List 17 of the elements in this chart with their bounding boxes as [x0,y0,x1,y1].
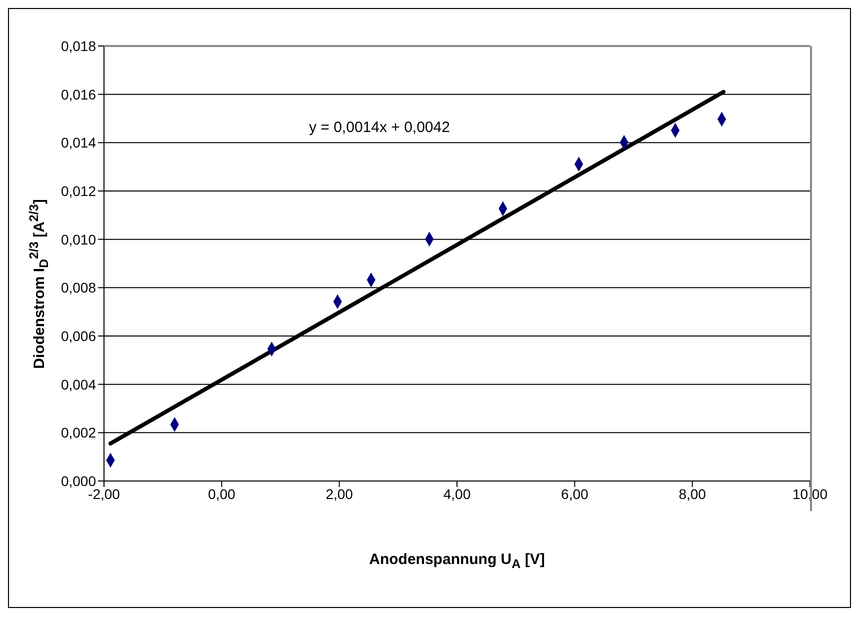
y-tick-label: 0,016 [60,86,96,102]
x-tick-label: 10,00 [792,486,828,502]
y-tick-label: 0,010 [60,231,96,248]
y-tick-label: 0,012 [60,182,96,199]
annotation: y = 0,0014x + 0,0042 [309,119,450,136]
x-axis-title: Anodenspannung U$_{A}$ [V] [368,551,546,571]
y-tick-label: 0,004 [60,376,96,392]
x-tick-label: 6,00 [561,486,589,502]
y-tick-label: 0,008 [60,280,96,296]
x-tick-label: 2,00 [326,486,354,502]
x-tick-label: 8,00 [678,486,706,502]
y-tick-label: 0,006 [60,328,96,344]
y-tick-label: 0,018 [60,38,96,54]
y-tick-label: 0,014 [60,134,96,151]
y-tick-label: 0,002 [60,424,96,441]
x-tick-label: 0,00 [208,486,236,502]
x-tick-label: 4,00 [443,486,471,502]
